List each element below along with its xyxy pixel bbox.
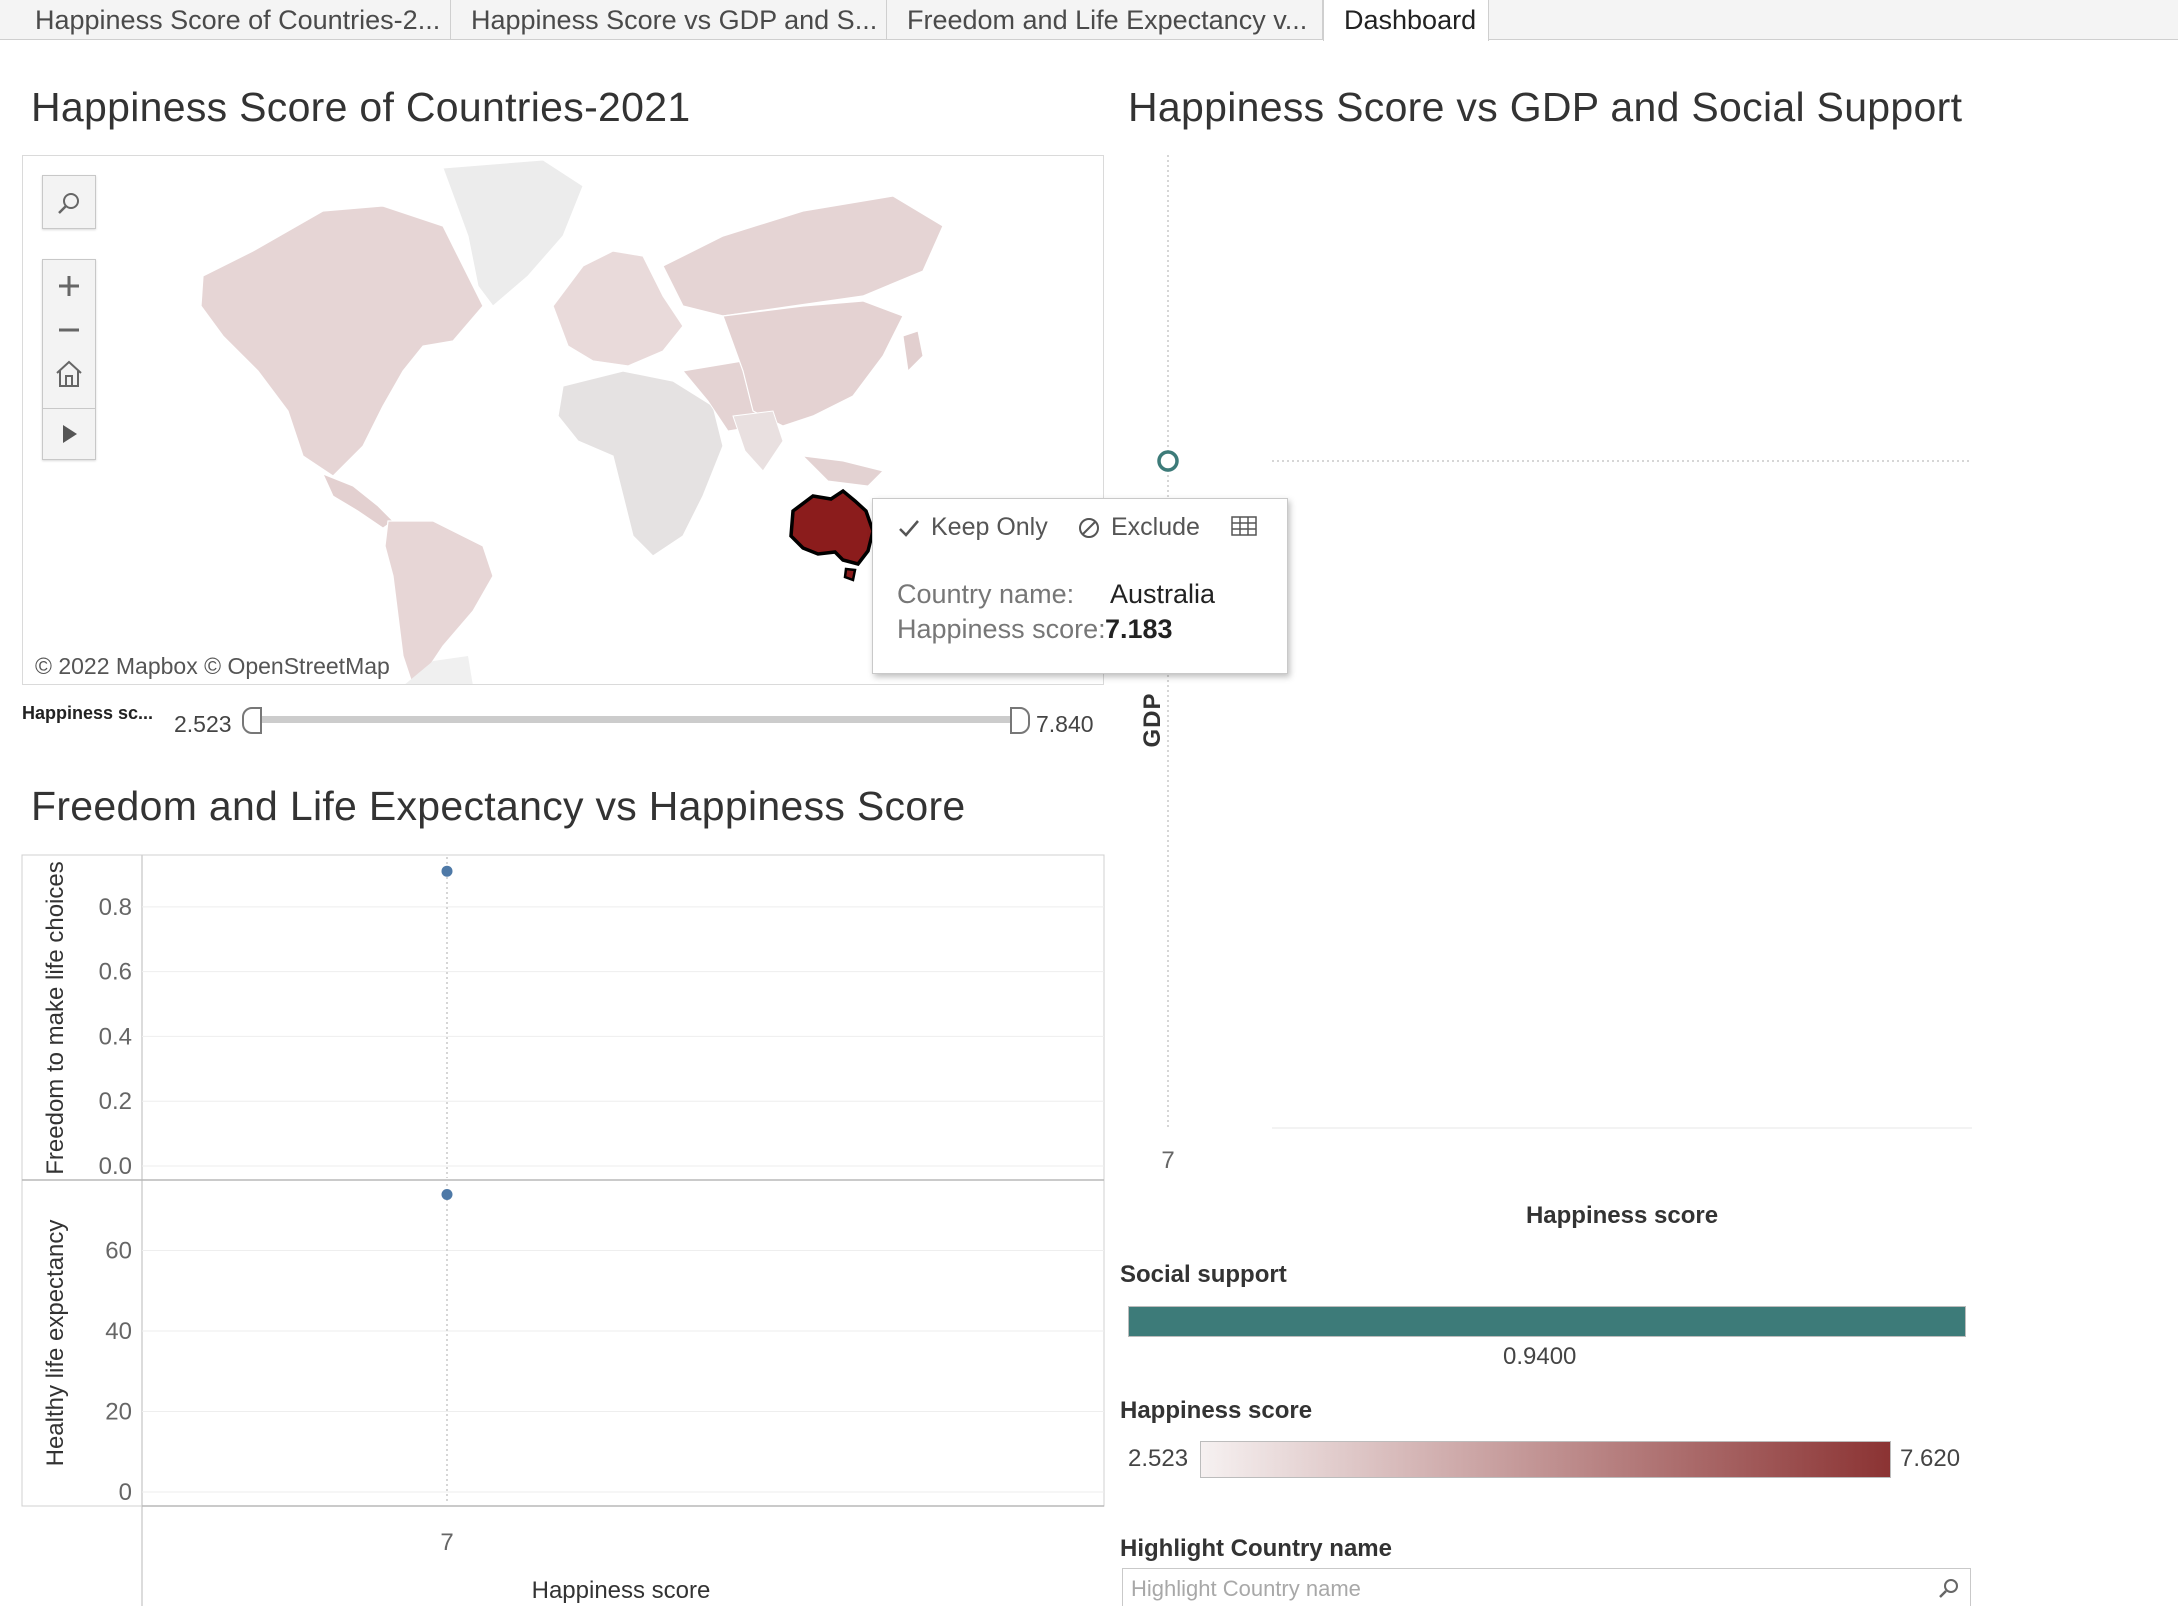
happiness-color-ramp[interactable] (1200, 1441, 1891, 1478)
slider-min-value: 2.523 (174, 711, 232, 737)
map-region-tasmania[interactable] (843, 567, 857, 582)
highlight-filter-title: Highlight Country name (1120, 1535, 1392, 1562)
map-region-central-america[interactable] (322, 473, 394, 529)
tab-label: Happiness Score vs GDP and S... (471, 5, 878, 35)
y-tick-label: 0.6 (99, 959, 132, 986)
social-support-legend-title: Social support (1120, 1261, 1287, 1288)
chart-marks: 7 (440, 857, 454, 1556)
y-tick-label: 60 (105, 1237, 132, 1264)
map-region-greenland[interactable] (442, 159, 584, 307)
map-region-asia[interactable] (722, 300, 904, 427)
y-axis-title-gdp: GDP (1139, 692, 1166, 747)
y-tick-label: 40 (105, 1318, 132, 1345)
map-canvas[interactable] (23, 156, 1104, 685)
zoom-out-icon[interactable] (43, 308, 95, 352)
tab-label: Dashboard (1344, 5, 1477, 35)
data-point-life[interactable] (441, 1188, 453, 1200)
toolbar-divider (43, 408, 95, 409)
slider-min-handle[interactable] (242, 707, 262, 734)
play-icon[interactable] (43, 412, 95, 456)
map-title: Happiness Score of Countries-2021 (31, 84, 691, 130)
map-region-japan[interactable] (902, 330, 924, 373)
social-support-legend-bar[interactable] (1128, 1306, 1966, 1337)
y-tick-label: 0 (119, 1479, 132, 1506)
check-icon (899, 519, 919, 537)
tooltip-key-happiness: Happiness score: (897, 614, 1106, 644)
happiness-range-slider[interactable] (252, 716, 1020, 723)
slider-max-value: 7.840 (1036, 711, 1094, 737)
world-map[interactable]: © 2022 Mapbox © OpenStreetMap (22, 155, 1104, 685)
map-region-north-america[interactable] (200, 205, 484, 477)
happiness-legend-min: 2.523 (1128, 1445, 1189, 1472)
happiness-filter-label: Happiness sc... (22, 703, 154, 723)
map-region-india[interactable] (732, 410, 784, 472)
mark-tooltip: Keep Only Exclude Country name: Australi… (872, 498, 1288, 674)
happiness-legend-title: Happiness score (1120, 1397, 1313, 1424)
keep-only-label: Keep Only (931, 513, 1048, 541)
tab-freedom-life[interactable]: Freedom and Life Expectancy v... (887, 0, 1323, 40)
map-region-africa[interactable] (557, 370, 724, 557)
y-tick-label: 0.4 (99, 1023, 132, 1050)
view-data-icon[interactable] (1231, 515, 1257, 542)
map-region-australia[interactable] (789, 488, 875, 566)
happiness-legend-max: 7.620 (1900, 1445, 1961, 1472)
y-axis-title-life: Healthy life expectancy (42, 1220, 69, 1467)
tab-label: Happiness Score of Countries-2... (35, 5, 441, 35)
map-region-europe[interactable] (552, 250, 684, 367)
tooltip-key-country: Country name: (897, 579, 1075, 609)
plot-area (1272, 155, 1972, 1133)
exclude-icon (1079, 517, 1099, 538)
map-region-antarctica (405, 656, 473, 684)
keep-only-button[interactable]: Keep Only (897, 513, 1048, 542)
y-tick-label: 0.0 (99, 1153, 132, 1180)
freedom-chart-title: Freedom and Life Expectancy vs Happiness… (31, 783, 966, 829)
x-tick-label: 7 (1161, 1147, 1174, 1174)
x-tick-label: 7 (440, 1529, 453, 1556)
data-point-gdp[interactable] (1157, 450, 1179, 472)
highlight-country-input[interactable] (1131, 1573, 1911, 1605)
map-zoom-toolbar (42, 259, 96, 460)
search-icon[interactable] (43, 176, 95, 230)
search-icon[interactable] (1938, 1577, 1960, 1604)
map-attribution[interactable]: © 2022 Mapbox © OpenStreetMap (31, 651, 394, 682)
y-axis-title-freedom: Freedom to make life choices (42, 861, 69, 1174)
social-support-value: 0.9400 (1503, 1343, 1577, 1370)
y-tick-label: 0.2 (99, 1088, 132, 1115)
data-point-freedom[interactable] (441, 865, 453, 877)
y-tick-label: 0.8 (99, 894, 132, 921)
map-region-southeast-asia[interactable] (801, 455, 884, 487)
tab-dashboard[interactable]: Dashboard (1323, 0, 1489, 41)
tooltip-value-happiness: 7.183 (1105, 614, 1173, 644)
tooltip-value-country: Australia (1110, 579, 1216, 609)
gdp-chart-title: Happiness Score vs GDP and Social Suppor… (1128, 84, 1963, 130)
gridlines: 0.0 0.2 0.4 0.6 0.8 0 20 40 60 (99, 894, 1104, 1506)
zoom-in-icon[interactable] (43, 264, 95, 308)
gdp-social-chart[interactable]: 7 GDP Happiness score (1120, 150, 2120, 1230)
exclude-button[interactable]: Exclude (1077, 513, 1200, 542)
y-tick-label: 20 (105, 1398, 132, 1425)
tab-happiness-map[interactable]: Happiness Score of Countries-2... (15, 0, 451, 40)
home-icon[interactable] (43, 352, 95, 396)
slider-max-handle[interactable] (1010, 707, 1030, 734)
tab-label: Freedom and Life Expectancy v... (907, 5, 1308, 35)
highlight-country-box (1122, 1568, 1971, 1606)
tab-gdp-social[interactable]: Happiness Score vs GDP and S... (451, 0, 887, 40)
map-search-tool[interactable] (42, 175, 96, 229)
map-region-north-asia[interactable] (662, 195, 944, 317)
freedom-life-chart[interactable]: 0.0 0.2 0.4 0.6 0.8 0 20 40 60 7 Freedom to make… (0, 850, 1110, 1606)
x-axis-title: Happiness score (1526, 1202, 1718, 1229)
tab-bar: Happiness Score of Countries-2... Happin… (0, 0, 2178, 41)
x-axis-title: Happiness score (532, 1577, 711, 1604)
exclude-label: Exclude (1111, 513, 1200, 541)
